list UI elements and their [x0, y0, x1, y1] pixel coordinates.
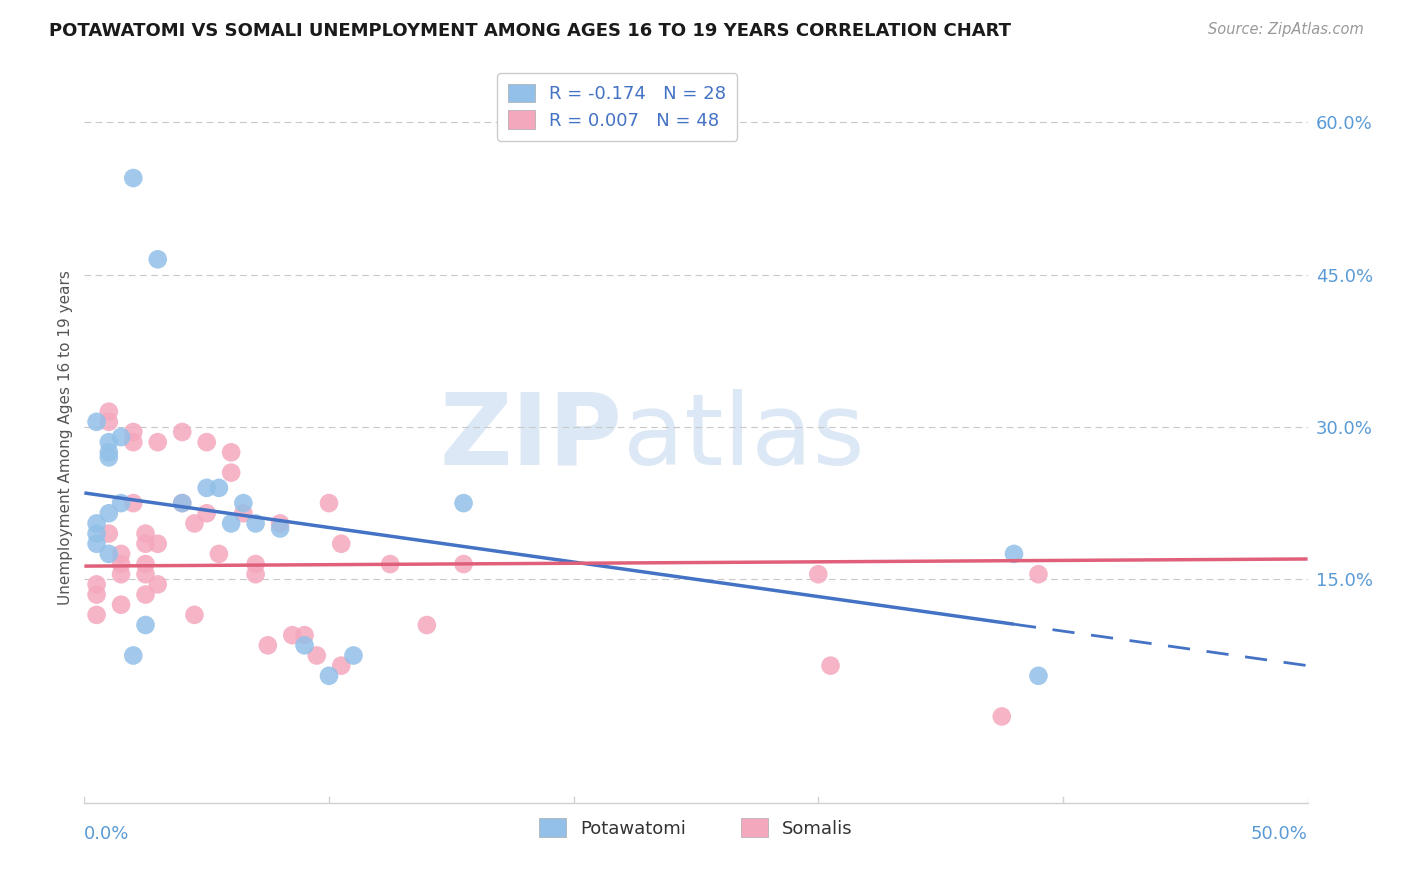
Point — [416, 618, 439, 632]
Point — [110, 557, 132, 571]
Point — [110, 496, 132, 510]
Point — [257, 638, 280, 652]
Point — [208, 481, 231, 495]
Point — [110, 598, 132, 612]
Point — [135, 618, 157, 632]
Point — [146, 435, 169, 450]
Point — [86, 588, 108, 602]
Point — [232, 506, 254, 520]
Text: atlas: atlas — [623, 389, 865, 485]
Point — [86, 537, 108, 551]
Point — [219, 516, 242, 531]
Point — [135, 557, 157, 571]
Point — [110, 547, 132, 561]
Point — [245, 557, 267, 571]
Point — [122, 648, 145, 663]
Point — [97, 547, 120, 561]
Point — [146, 252, 169, 267]
Point — [305, 648, 328, 663]
Point — [86, 516, 108, 531]
Text: POTAWATOMI VS SOMALI UNEMPLOYMENT AMONG AGES 16 TO 19 YEARS CORRELATION CHART: POTAWATOMI VS SOMALI UNEMPLOYMENT AMONG … — [49, 22, 1011, 40]
Point — [97, 450, 120, 465]
Point — [172, 425, 194, 439]
Point — [146, 577, 169, 591]
Point — [820, 658, 842, 673]
Point — [183, 607, 205, 622]
Point — [97, 415, 120, 429]
Point — [146, 537, 169, 551]
Point — [245, 567, 267, 582]
Text: 50.0%: 50.0% — [1251, 825, 1308, 843]
Point — [122, 496, 145, 510]
Legend: Potawatomi, Somalis: Potawatomi, Somalis — [531, 811, 860, 845]
Point — [110, 567, 132, 582]
Point — [453, 496, 475, 510]
Point — [1028, 567, 1050, 582]
Point — [318, 669, 340, 683]
Point — [281, 628, 304, 642]
Point — [183, 516, 205, 531]
Point — [86, 415, 108, 429]
Text: Source: ZipAtlas.com: Source: ZipAtlas.com — [1208, 22, 1364, 37]
Point — [1002, 547, 1025, 561]
Point — [172, 496, 194, 510]
Text: 0.0%: 0.0% — [84, 825, 129, 843]
Text: ZIP: ZIP — [440, 389, 623, 485]
Point — [232, 496, 254, 510]
Point — [135, 526, 157, 541]
Point — [245, 516, 267, 531]
Point — [97, 435, 120, 450]
Point — [991, 709, 1014, 723]
Point — [380, 557, 402, 571]
Point — [330, 658, 353, 673]
Point — [86, 526, 108, 541]
Point — [195, 435, 218, 450]
Point — [269, 516, 291, 531]
Point — [294, 628, 316, 642]
Point — [294, 638, 316, 652]
Point — [342, 648, 364, 663]
Point — [97, 405, 120, 419]
Point — [122, 435, 145, 450]
Point — [122, 171, 145, 186]
Point — [110, 430, 132, 444]
Point — [453, 557, 475, 571]
Point — [269, 521, 291, 535]
Point — [219, 466, 242, 480]
Point — [1028, 669, 1050, 683]
Point — [135, 588, 157, 602]
Point — [195, 506, 218, 520]
Point — [86, 577, 108, 591]
Point — [208, 547, 231, 561]
Point — [97, 526, 120, 541]
Point — [219, 445, 242, 459]
Point — [97, 445, 120, 459]
Point — [172, 496, 194, 510]
Point — [195, 481, 218, 495]
Point — [330, 537, 353, 551]
Y-axis label: Unemployment Among Ages 16 to 19 years: Unemployment Among Ages 16 to 19 years — [58, 269, 73, 605]
Point — [135, 537, 157, 551]
Point — [135, 567, 157, 582]
Point — [97, 506, 120, 520]
Point — [318, 496, 340, 510]
Point — [807, 567, 830, 582]
Point — [86, 607, 108, 622]
Point — [122, 425, 145, 439]
